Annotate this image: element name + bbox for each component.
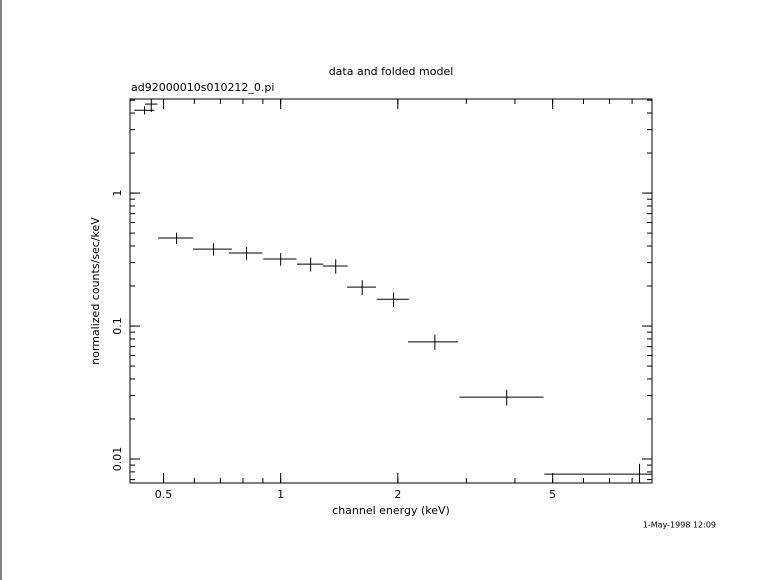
- y-tick-label: 1: [111, 190, 124, 197]
- y-axis-label: normalized counts/sec/keV: [89, 217, 102, 365]
- chart-title: data and folded model: [329, 65, 454, 78]
- y-tick-label: 0.1: [111, 317, 124, 335]
- x-axis-label: channel energy (keV): [332, 504, 450, 517]
- x-tick-label: 1: [277, 488, 284, 501]
- data-layer: [134, 99, 652, 483]
- timestamp: 1-May-1998 12:09: [643, 521, 716, 530]
- x-tick-label: 5: [549, 488, 556, 501]
- x-tick-label: 0.5: [155, 488, 173, 501]
- chart-subtitle: ad92000010s010212_0.pi: [131, 81, 274, 94]
- plot-frame: [129, 98, 653, 484]
- y-tick-label: 0.01: [111, 447, 124, 472]
- x-tick-label: 2: [394, 488, 401, 501]
